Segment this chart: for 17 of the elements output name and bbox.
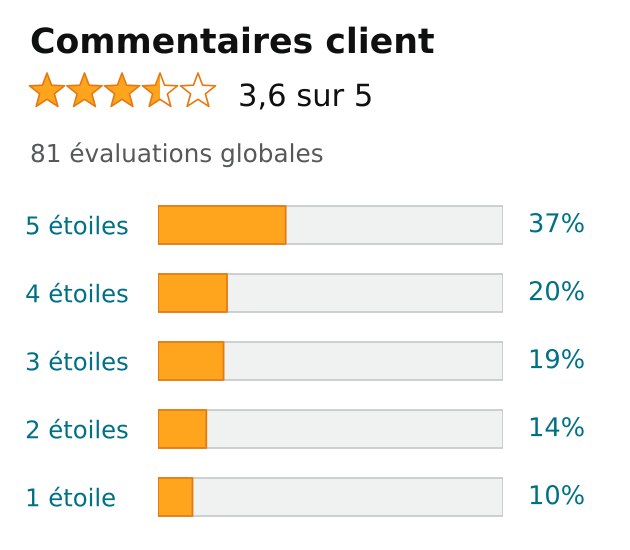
bar: [158, 477, 194, 517]
data-label: 10%: [530, 485, 584, 504]
y-tick-label: 4 étoiles: [26, 282, 128, 303]
data-label: 37%: [530, 213, 584, 232]
bar: [158, 273, 228, 313]
data-label: 20%: [530, 281, 584, 300]
y-tick-label: 3 étoiles: [26, 350, 128, 371]
y-tick-label: 5 étoiles: [26, 214, 128, 235]
data-label: 14%: [530, 417, 584, 436]
bar: [158, 341, 224, 381]
y-tick-label: 2 étoiles: [26, 418, 128, 439]
data-label: 19%: [530, 349, 584, 368]
y-tick-label: 1 étoile: [28, 486, 115, 507]
text: 81 évaluations globales: [32, 142, 322, 168]
chart-subtitle: 3,6 sur 5: [240, 83, 371, 110]
chart-title: Commentaires client: [32, 26, 434, 54]
bar: [158, 409, 208, 449]
